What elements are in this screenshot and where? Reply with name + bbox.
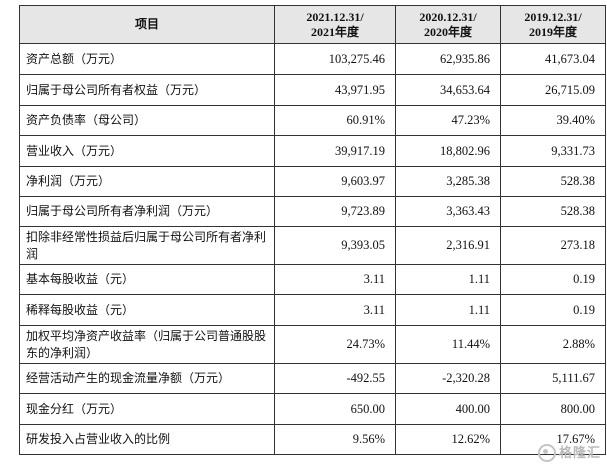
header-year-suffix: 年度 (552, 24, 577, 39)
financial-data-table: 项目 2021.12.31/ 2021年度 2020.12.31/ 2020年度… (19, 5, 606, 455)
table-row: 研发投入占营业收入的比例 9.56% 12.62% 17.67% (19, 424, 606, 455)
cell-2021: -492.55 (274, 363, 396, 394)
cell-2019: 41,673.04 (500, 43, 606, 75)
cell-2021: 60.91% (274, 105, 396, 136)
cell-2019: 39.40% (500, 105, 606, 136)
cell-2021: 24.73% (274, 325, 396, 364)
row-label: 营业收入（万元） (19, 135, 275, 167)
watermark-text: 格隆汇 (558, 445, 601, 461)
row-label: 基本每股收益（元） (19, 264, 275, 295)
cell-2021: 9,603.97 (274, 166, 396, 197)
cell-2021: 43,971.95 (274, 74, 396, 106)
cell-2019: 528.38 (500, 196, 606, 227)
header-year-suffix: 年度 (334, 24, 359, 39)
table-row: 资产总额（万元） 103,275.46 62,935.86 41,673.04 (19, 43, 606, 75)
cell-2019: 0.19 (500, 294, 606, 326)
cell-2020: 400.00 (395, 393, 501, 425)
cell-2021: 9.56% (274, 424, 396, 455)
row-label: 经营活动产生的现金流量净额（万元） (19, 363, 275, 394)
row-label: 资产总额（万元） (19, 43, 275, 75)
cell-2021: 3.11 (274, 264, 396, 295)
header-year: 2021 (310, 24, 335, 39)
table-row: 经营活动产生的现金流量净额（万元） -492.55 -2,320.28 5,11… (19, 363, 606, 394)
cell-2020: 3,285.38 (395, 166, 501, 197)
cell-2019: 528.38 (500, 166, 606, 197)
table-header-row: 项目 2021.12.31/ 2021年度 2020.12.31/ 2020年度… (19, 5, 606, 44)
header-year: 2019 (528, 24, 553, 39)
cell-2020: 1.11 (395, 264, 501, 295)
row-label: 归属于母公司所有者净利润（万元） (19, 196, 275, 227)
row-label: 净利润（万元） (19, 166, 275, 197)
table-row: 归属于母公司所有者净利润（万元） 9,723.89 3,363.43 528.3… (19, 196, 606, 227)
cell-2019: 9,331.73 (500, 135, 606, 167)
row-label: 现金分红（万元） (19, 393, 275, 425)
table-row: 基本每股收益（元） 3.11 1.11 0.19 (19, 264, 606, 295)
header-col-2021: 2021.12.31/ 2021年度 (274, 5, 396, 44)
watermark-icon (537, 444, 556, 462)
header-col-2020: 2020.12.31/ 2020年度 (395, 5, 501, 44)
cell-2019: 2.88% (500, 325, 606, 364)
row-label: 稀释每股收益（元） (19, 294, 275, 326)
cell-2020: 18,802.96 (395, 135, 501, 167)
cell-2020: 34,653.64 (395, 74, 501, 106)
table-row: 现金分红（万元） 650.00 400.00 800.00 (19, 393, 606, 425)
header-year-line: 2020年度 (396, 25, 500, 40)
cell-2020: 2,316.91 (395, 226, 501, 265)
header-year-suffix: 年度 (447, 24, 472, 39)
table-row: 归属于母公司所有者权益（万元） 43,971.95 34,653.64 26,7… (19, 74, 606, 106)
table-row: 净利润（万元） 9,603.97 3,285.38 528.38 (19, 166, 606, 197)
header-col-2019: 2019.12.31/ 2019年度 (500, 5, 606, 44)
table-row: 营业收入（万元） 39,917.19 18,802.96 9,331.73 (19, 135, 606, 167)
cell-2020: 12.62% (395, 424, 501, 455)
header-year-line: 2019年度 (501, 25, 605, 40)
cell-2020: 47.23% (395, 105, 501, 136)
header-date: 2021.12.31/ (306, 9, 364, 24)
cell-2020: -2,320.28 (395, 363, 501, 394)
row-label: 研发投入占营业收入的比例 (19, 424, 275, 455)
cell-2020: 1.11 (395, 294, 501, 326)
header-date: 2019.12.31/ (524, 9, 582, 24)
cell-2021: 9,393.05 (274, 226, 396, 265)
cell-2020: 11.44% (395, 325, 501, 364)
cell-2021: 9,723.89 (274, 196, 396, 227)
header-year: 2020 (423, 24, 448, 39)
cell-2021: 650.00 (274, 393, 396, 425)
header-item: 项目 (19, 5, 275, 44)
cell-2019: 5,111.67 (500, 363, 606, 394)
row-label: 扣除非经常性损益后归属于母公司所有者净利润 (19, 226, 275, 265)
cell-2020: 62,935.86 (395, 43, 501, 75)
cell-2021: 3.11 (274, 294, 396, 326)
header-year-line: 2021年度 (275, 25, 395, 40)
row-label: 加权平均净资产收益率（归属于公司普通股股东的净利润） (19, 325, 275, 364)
row-label: 资产负债率（母公司） (19, 105, 275, 136)
cell-2019: 800.00 (500, 393, 606, 425)
table-row: 稀释每股收益（元） 3.11 1.11 0.19 (19, 294, 606, 326)
cell-2019: 26,715.09 (500, 74, 606, 106)
cell-2021: 39,917.19 (274, 135, 396, 167)
table-row: 加权平均净资产收益率（归属于公司普通股股东的净利润） 24.73% 11.44%… (19, 325, 606, 364)
cell-2021: 103,275.46 (274, 43, 396, 75)
row-label: 归属于母公司所有者权益（万元） (19, 74, 275, 106)
table-row: 扣除非经常性损益后归属于母公司所有者净利润 9,393.05 2,316.91 … (19, 226, 606, 265)
header-date: 2020.12.31/ (419, 9, 477, 24)
watermark-logo: 格隆汇 (537, 442, 601, 462)
table-row: 资产负债率（母公司） 60.91% 47.23% 39.40% (19, 105, 606, 136)
cell-2020: 3,363.43 (395, 196, 501, 227)
cell-2019: 273.18 (500, 226, 606, 265)
cell-2019: 0.19 (500, 264, 606, 295)
